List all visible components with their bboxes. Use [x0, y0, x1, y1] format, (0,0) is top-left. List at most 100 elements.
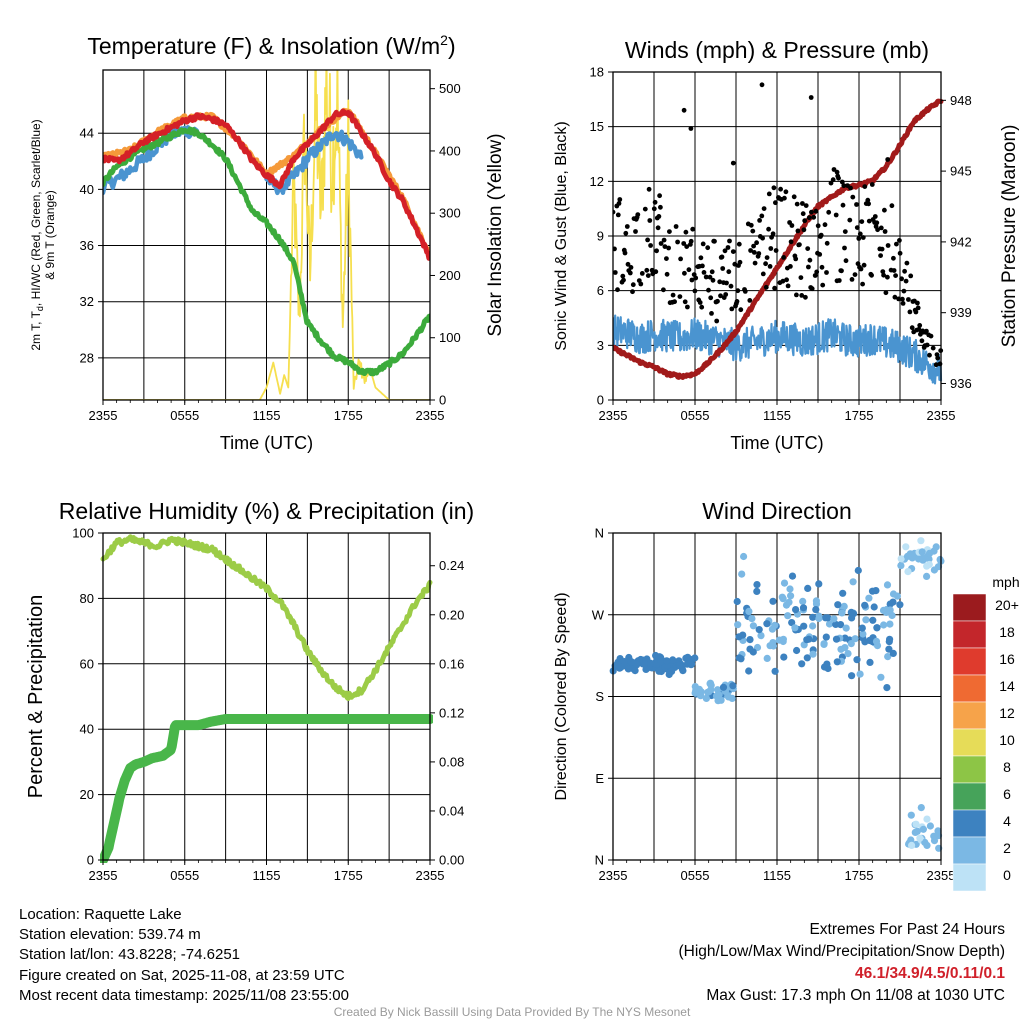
gust-point — [908, 273, 914, 279]
y-axis-label: 2m T, Td, HI/WC (Red, Green, Scarlet/Blu… — [29, 119, 45, 350]
gust-point — [856, 236, 862, 241]
direction-point — [820, 640, 828, 649]
gust-point — [862, 184, 868, 190]
gust-point — [699, 304, 705, 310]
gust-point — [710, 277, 716, 283]
gust-point — [767, 264, 773, 269]
direction-point — [847, 608, 855, 617]
colorbar-label: 16 — [999, 651, 1015, 667]
gust-point — [826, 209, 832, 215]
gust-point — [645, 237, 650, 243]
line-solar-insolation — [103, 70, 430, 400]
gust-point — [814, 269, 820, 275]
x-axis-label: Time (UTC) — [220, 433, 313, 453]
y-tick-label: 12 — [590, 174, 604, 189]
gust-point — [878, 253, 883, 258]
direction-point — [841, 644, 849, 652]
gust-point — [757, 218, 762, 223]
gust-point — [724, 280, 729, 286]
direction-point — [883, 684, 891, 692]
gust-point — [900, 296, 905, 302]
line-sonic-wind — [613, 314, 943, 385]
x-tick-label: 2355 — [416, 408, 445, 423]
gust-point — [919, 338, 925, 344]
direction-point — [704, 688, 712, 696]
colorbar-label: 20+ — [995, 597, 1019, 613]
direction-point — [809, 613, 817, 621]
gust-point — [754, 240, 759, 246]
gust-point — [727, 238, 732, 244]
direction-point — [877, 673, 885, 681]
gust-point — [661, 237, 667, 243]
y-right-tick-label: 0.12 — [439, 705, 464, 720]
gust-point — [891, 268, 897, 273]
direction-point — [834, 601, 842, 609]
colorbar-label: 2 — [1003, 840, 1011, 856]
y-tick-label: 6 — [597, 283, 604, 298]
gust-point — [714, 318, 720, 324]
gust-point — [664, 271, 670, 277]
gust-point — [624, 224, 630, 229]
gust-point — [904, 260, 910, 266]
gust-point — [791, 194, 797, 200]
gust-point — [824, 240, 830, 246]
gust-point — [628, 265, 634, 270]
gust-point — [708, 295, 714, 301]
series-layer — [103, 70, 430, 400]
recent-timestamp: Most recent data timestamp: 2025/11/08 2… — [19, 986, 349, 1004]
direction-point — [856, 670, 864, 678]
direction-point — [804, 584, 812, 593]
gust-point — [648, 243, 653, 248]
direction-point — [631, 667, 639, 675]
gust-point — [915, 305, 921, 311]
gust-point — [899, 276, 904, 282]
extremes-subtitle: (High/Low/Max Wind/Precipitation/Snow De… — [678, 943, 1006, 960]
y-tick-label: 15 — [590, 119, 604, 134]
gust-point — [630, 289, 635, 295]
line-2m-t — [103, 108, 430, 261]
gust-point — [720, 266, 726, 271]
gust-point — [874, 220, 880, 226]
direction-point — [812, 597, 821, 605]
direction-point — [923, 572, 931, 581]
direction-point — [729, 682, 737, 690]
y-right-tick-label: 0.04 — [439, 803, 464, 818]
gust-point — [872, 214, 878, 219]
line-td — [103, 126, 430, 377]
colorbar-swatch — [952, 674, 987, 703]
direction-point — [655, 667, 663, 675]
direction-point — [932, 543, 940, 551]
gust-point — [860, 281, 865, 287]
x-tick-label: 1155 — [763, 868, 791, 883]
gust-point — [831, 167, 837, 172]
direction-point — [815, 580, 823, 588]
direction-point — [925, 549, 934, 558]
direction-point — [691, 683, 699, 691]
direction-point — [624, 665, 633, 673]
line-relative-humidity — [100, 534, 433, 701]
direction-point — [897, 555, 905, 563]
gust-point — [647, 218, 653, 223]
gust-point — [768, 246, 774, 251]
y-tick-label: 44 — [80, 126, 94, 141]
direction-point — [788, 619, 796, 627]
gust-point — [701, 270, 707, 275]
gust-point — [859, 219, 865, 225]
gust-point — [794, 201, 800, 207]
direction-point — [798, 660, 806, 668]
direction-point — [923, 815, 931, 823]
gust-point — [630, 282, 636, 288]
gust-point — [683, 229, 689, 235]
gust-point — [882, 229, 888, 234]
gust-point — [646, 186, 652, 192]
y-tick-label: 20 — [80, 787, 94, 802]
gust-point — [836, 175, 841, 181]
y-right-axis-label: Solar Insolation (Yellow) — [485, 133, 506, 336]
direction-point — [733, 597, 741, 606]
y-right-tick-label: 0.16 — [439, 656, 464, 671]
y-tick-label: 28 — [80, 350, 94, 365]
gust-point — [781, 255, 786, 260]
gust-point — [766, 191, 772, 197]
x-tick-label: 2355 — [416, 868, 445, 883]
max-gust: Max Gust: 17.3 mph On 11/08 at 1030 UTC — [706, 987, 1005, 1004]
